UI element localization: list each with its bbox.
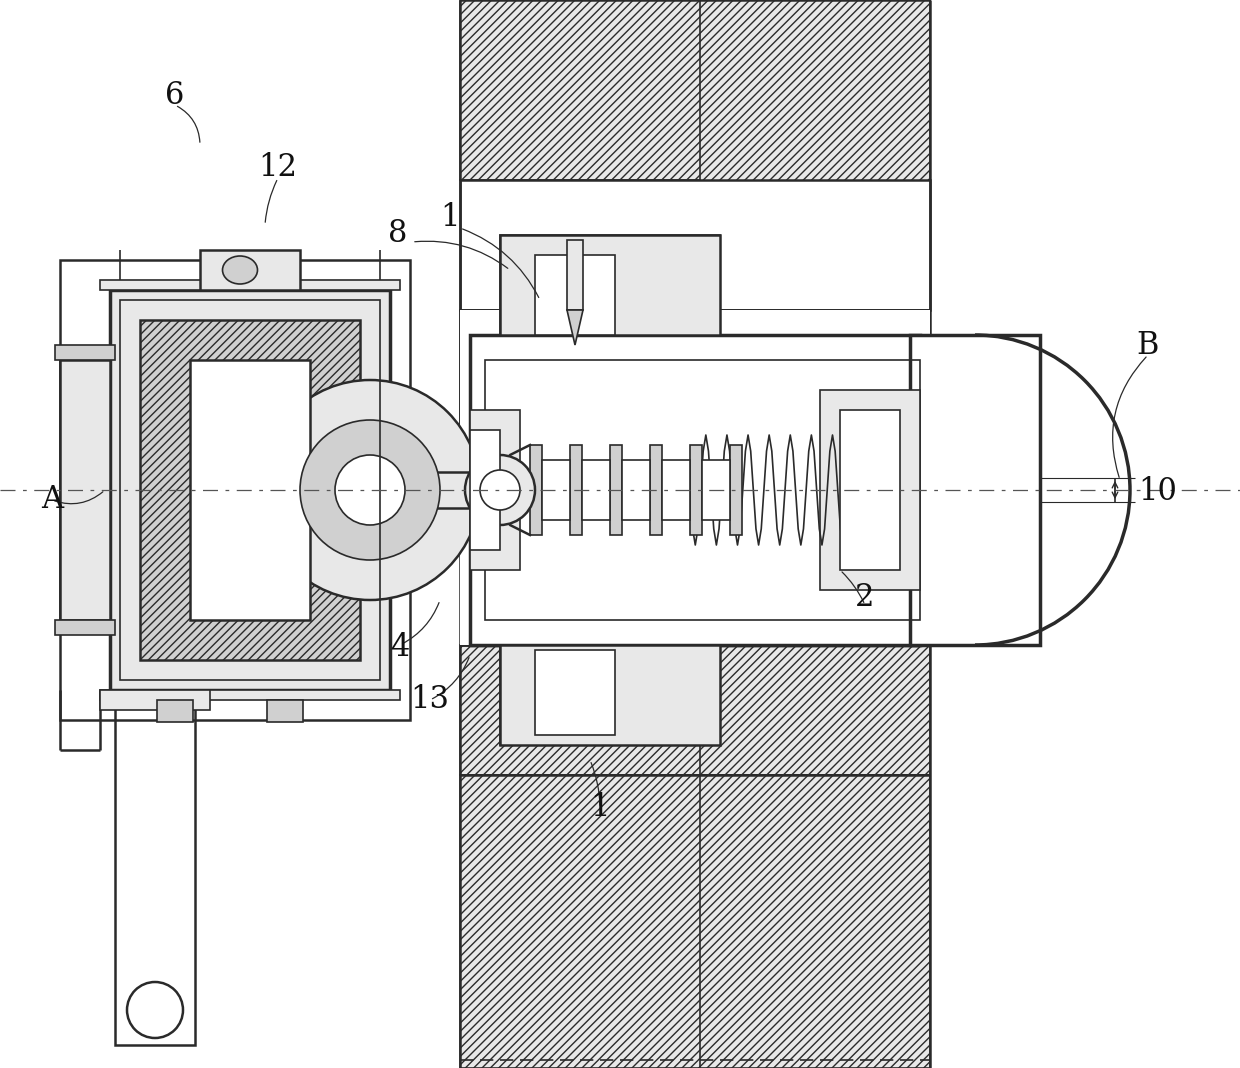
- Bar: [60, 360, 110, 621]
- Text: 2: 2: [856, 582, 874, 613]
- Text: 13: 13: [410, 685, 449, 716]
- Bar: [200, 250, 300, 290]
- Bar: [910, 335, 1040, 645]
- Bar: [267, 700, 303, 722]
- Bar: [820, 390, 920, 590]
- Bar: [730, 445, 742, 535]
- Ellipse shape: [222, 256, 258, 284]
- Bar: [534, 255, 615, 335]
- Bar: [460, 775, 930, 1068]
- Bar: [650, 445, 662, 535]
- Bar: [100, 280, 401, 290]
- Bar: [55, 345, 115, 360]
- Bar: [391, 472, 689, 508]
- Bar: [157, 700, 193, 722]
- Bar: [60, 260, 410, 720]
- Bar: [470, 410, 520, 570]
- Bar: [500, 645, 720, 745]
- Bar: [460, 645, 930, 775]
- Text: 10: 10: [1138, 476, 1178, 507]
- Bar: [140, 320, 360, 660]
- Bar: [100, 690, 401, 700]
- Bar: [460, 180, 930, 310]
- Polygon shape: [567, 310, 583, 345]
- Bar: [115, 690, 195, 1045]
- Text: 12: 12: [258, 153, 298, 184]
- Bar: [100, 690, 210, 710]
- Bar: [701, 0, 930, 310]
- Bar: [701, 645, 930, 775]
- Bar: [110, 290, 391, 690]
- Bar: [567, 240, 583, 310]
- Bar: [610, 445, 622, 535]
- Bar: [689, 445, 702, 535]
- Text: A: A: [41, 485, 63, 516]
- Bar: [622, 460, 650, 520]
- Bar: [582, 460, 610, 520]
- Bar: [500, 645, 720, 745]
- Bar: [570, 445, 582, 535]
- Text: 1: 1: [590, 792, 610, 823]
- Bar: [839, 410, 900, 570]
- Bar: [190, 360, 310, 621]
- Bar: [529, 445, 542, 535]
- Bar: [120, 300, 379, 680]
- Circle shape: [480, 470, 520, 511]
- Bar: [470, 335, 920, 645]
- Text: B: B: [1137, 330, 1159, 361]
- Bar: [500, 235, 720, 335]
- Bar: [460, 310, 930, 465]
- Circle shape: [335, 455, 405, 525]
- Bar: [470, 430, 500, 550]
- Bar: [55, 621, 115, 635]
- Text: 6: 6: [165, 79, 185, 110]
- Bar: [701, 310, 930, 645]
- Bar: [662, 460, 689, 520]
- Bar: [542, 460, 570, 520]
- Bar: [701, 310, 930, 465]
- Bar: [485, 360, 920, 621]
- Text: 4: 4: [391, 632, 409, 663]
- Circle shape: [300, 420, 440, 560]
- Bar: [460, 0, 930, 180]
- Circle shape: [465, 455, 534, 525]
- Text: 1: 1: [440, 203, 460, 234]
- Bar: [702, 460, 730, 520]
- Text: 8: 8: [388, 218, 408, 249]
- Circle shape: [126, 981, 184, 1038]
- Bar: [460, 310, 930, 645]
- Bar: [500, 235, 720, 335]
- Circle shape: [260, 380, 480, 600]
- Bar: [701, 775, 930, 1068]
- Bar: [534, 650, 615, 735]
